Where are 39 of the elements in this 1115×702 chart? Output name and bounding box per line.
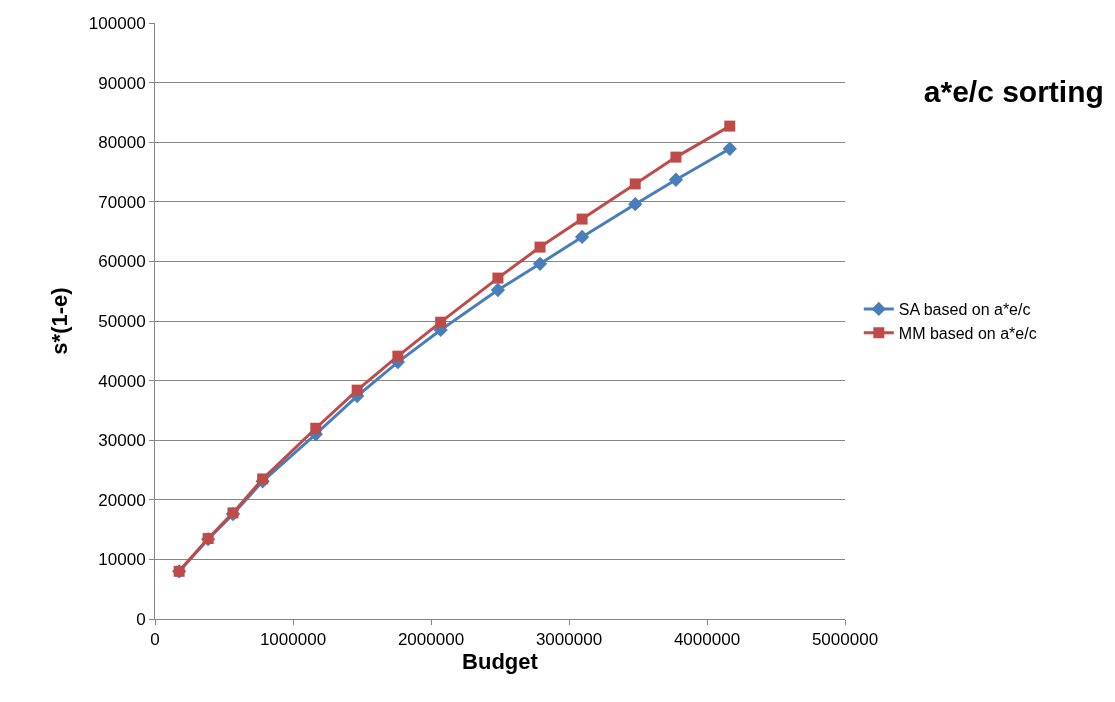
point: [490, 282, 506, 298]
x-tick-label: 1000000: [259, 630, 327, 650]
y-tick-label: 10000: [98, 550, 146, 570]
point: [257, 473, 269, 485]
point: [629, 178, 641, 190]
point: [310, 422, 322, 434]
point: [392, 350, 404, 362]
y-tick-label: 20000: [98, 490, 146, 510]
x-tick-label: 3000000: [535, 630, 603, 650]
point: [435, 316, 447, 328]
x-tick-label: 4000000: [673, 630, 741, 650]
point: [722, 141, 737, 156]
legend-label: SA based on a*e/c: [898, 301, 1031, 319]
legend-label: MM based on a*e/c: [898, 324, 1037, 342]
point: [628, 197, 643, 212]
y-tick-label: 90000: [98, 73, 146, 93]
point: [668, 172, 684, 187]
y-tick-label: 80000: [98, 133, 146, 153]
y-tick-label: 100000: [88, 13, 146, 33]
point: [492, 272, 504, 284]
point: [576, 213, 588, 225]
y-axis-title: s*(1-e): [46, 287, 72, 355]
x-axis-title: Budget: [462, 649, 539, 675]
y-tick-label: 50000: [98, 311, 146, 331]
x-tick-label: 5000000: [811, 630, 879, 650]
point: [724, 120, 736, 132]
text: a*e/c sorting: [923, 74, 1104, 108]
point: [534, 241, 546, 253]
point: [532, 256, 548, 271]
y-tick-label: 60000: [98, 252, 146, 272]
y-tick-label: 40000: [98, 371, 146, 391]
point: [351, 384, 363, 396]
x-tick-label: 0: [150, 630, 160, 650]
x-tick-label: 2000000: [397, 630, 465, 650]
y-tick-label: 0: [136, 609, 146, 629]
y-tick-label: 30000: [98, 431, 146, 451]
point: [574, 229, 590, 245]
y-tick-label: 70000: [98, 192, 146, 212]
point: [670, 151, 682, 163]
